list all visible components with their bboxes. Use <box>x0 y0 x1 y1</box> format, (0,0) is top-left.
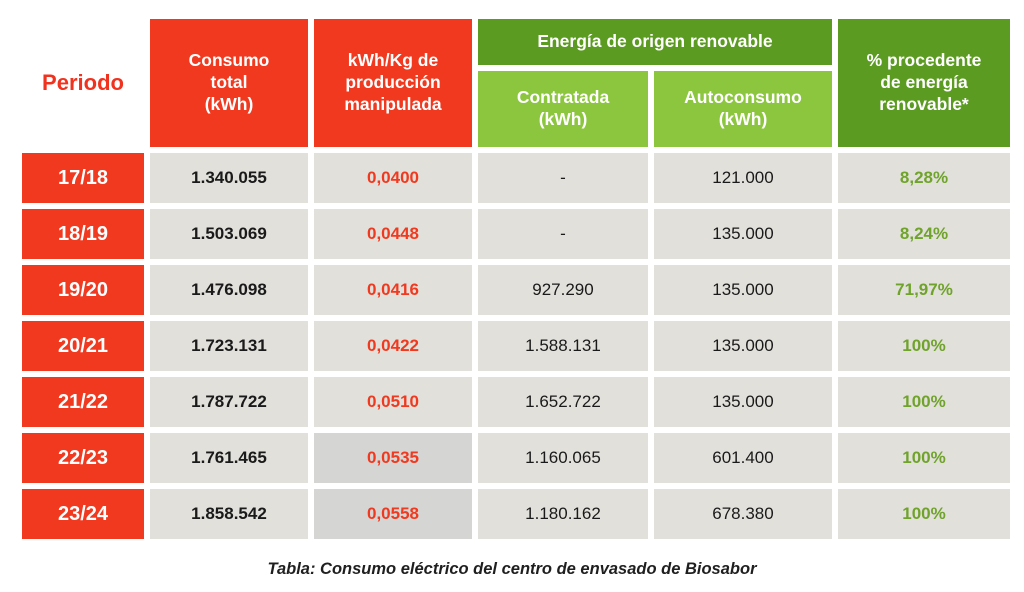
column-header-contratada: Contratada (kWh) <box>478 71 648 147</box>
contratada-cell: 1.180.162 <box>478 489 648 539</box>
consumo-total-cell: 1.476.098 <box>150 265 308 315</box>
pct-renovable-cell: 100% <box>838 489 1010 539</box>
header-row-sub: Contratada (kWh) Autoconsumo (kWh) <box>22 71 1010 147</box>
consumo-total-cell: 1.723.131 <box>150 321 308 371</box>
pct-renovable-cell: 8,24% <box>838 209 1010 259</box>
column-header-autoconsumo: Autoconsumo (kWh) <box>654 71 832 147</box>
column-header-kwh-kg: kWh/Kg de producción manipulada <box>314 19 472 147</box>
kwh-kg-cell: 0,0558 <box>314 489 472 539</box>
table-row: 18/19 1.503.069 0,0448 - 135.000 8,24% <box>22 209 1010 259</box>
pct-renovable-cell: 100% <box>838 321 1010 371</box>
contratada-cell: - <box>478 209 648 259</box>
autoconsumo-cell: 135.000 <box>654 321 832 371</box>
kwh-kg-cell: 0,0448 <box>314 209 472 259</box>
contratada-cell: 1.652.722 <box>478 377 648 427</box>
column-header-periodo: Periodo <box>22 19 144 147</box>
pct-renovable-cell: 100% <box>838 377 1010 427</box>
header-row-top: Periodo Consumo total (kWh) kWh/Kg de pr… <box>22 19 1010 147</box>
autoconsumo-cell: 135.000 <box>654 265 832 315</box>
period-cell: 19/20 <box>22 265 144 315</box>
contratada-cell: 1.160.065 <box>478 433 648 483</box>
autoconsumo-cell: 121.000 <box>654 153 832 203</box>
table-row: 19/20 1.476.098 0,0416 927.290 135.000 7… <box>22 265 1010 315</box>
table-row: 20/21 1.723.131 0,0422 1.588.131 135.000… <box>22 321 1010 371</box>
pct-renovable-cell: 8,28% <box>838 153 1010 203</box>
pct-renovable-cell: 100% <box>838 433 1010 483</box>
consumo-total-cell: 1.858.542 <box>150 489 308 539</box>
table-caption: Tabla: Consumo eléctrico del centro de e… <box>267 560 757 578</box>
table-row: 22/23 1.761.465 0,0535 1.160.065 601.400… <box>22 433 1010 483</box>
autoconsumo-cell: 135.000 <box>654 377 832 427</box>
autoconsumo-cell: 135.000 <box>654 209 832 259</box>
period-cell: 17/18 <box>22 153 144 203</box>
column-group-header-renovable: Energía de origen renovable <box>478 19 832 65</box>
kwh-kg-cell: 0,0422 <box>314 321 472 371</box>
period-cell: 20/21 <box>22 321 144 371</box>
energy-consumption-table: Periodo Consumo total (kWh) kWh/Kg de pr… <box>16 13 1016 545</box>
pct-renovable-cell: 71,97% <box>838 265 1010 315</box>
table-row: 17/18 1.340.055 0,0400 - 121.000 8,28% <box>22 153 1010 203</box>
autoconsumo-cell: 678.380 <box>654 489 832 539</box>
consumo-total-cell: 1.340.055 <box>150 153 308 203</box>
table-row: 21/22 1.787.722 0,0510 1.652.722 135.000… <box>22 377 1010 427</box>
column-header-consumo-total: Consumo total (kWh) <box>150 19 308 147</box>
autoconsumo-cell: 601.400 <box>654 433 832 483</box>
contratada-cell: - <box>478 153 648 203</box>
period-cell: 22/23 <box>22 433 144 483</box>
consumo-total-cell: 1.787.722 <box>150 377 308 427</box>
column-header-pct-renovable: % procedente de energía renovable* <box>838 19 1010 147</box>
contratada-cell: 1.588.131 <box>478 321 648 371</box>
kwh-kg-cell: 0,0416 <box>314 265 472 315</box>
period-cell: 18/19 <box>22 209 144 259</box>
kwh-kg-cell: 0,0510 <box>314 377 472 427</box>
period-cell: 21/22 <box>22 377 144 427</box>
kwh-kg-cell: 0,0535 <box>314 433 472 483</box>
contratada-cell: 927.290 <box>478 265 648 315</box>
table-row: 23/24 1.858.542 0,0558 1.180.162 678.380… <box>22 489 1010 539</box>
consumo-total-cell: 1.503.069 <box>150 209 308 259</box>
consumo-total-cell: 1.761.465 <box>150 433 308 483</box>
period-cell: 23/24 <box>22 489 144 539</box>
kwh-kg-cell: 0,0400 <box>314 153 472 203</box>
